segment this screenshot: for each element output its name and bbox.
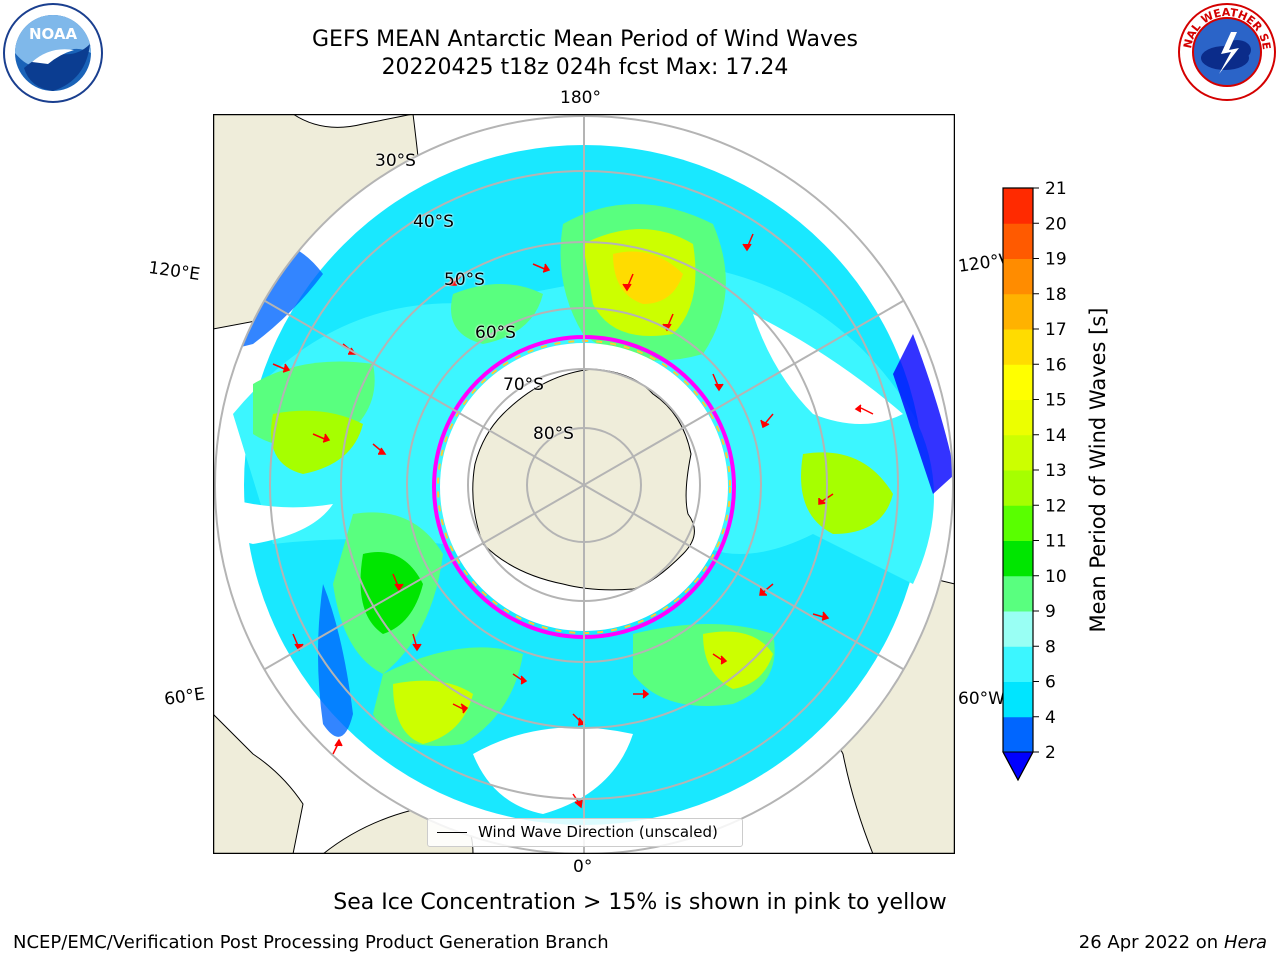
polar-map [213,114,955,854]
colorbar-band [1003,329,1033,365]
colorbar-band [1003,434,1033,471]
colorbar-tick-label: 11 [1045,532,1067,552]
colorbar-tick-label: 4 [1045,708,1056,728]
colorbar-tick-label: 20 [1045,214,1067,234]
colorbar-tick-label: 18 [1045,285,1067,305]
colorbar-tick-label: 8 [1045,637,1056,657]
colorbar-tick-label: 13 [1045,461,1067,481]
lat-label-60s: 60°S [475,323,516,343]
colorbar-band [1003,188,1033,224]
colorbar-tick-label: 2 [1045,743,1056,763]
colorbar-tick-label: 15 [1045,391,1067,411]
colorbar-band [1003,258,1033,295]
colorbar-frame [1002,187,1034,782]
map-legend: Wind Wave Direction (unscaled) [427,818,743,847]
colorbar: 2 4 6 8 9 10 11 12 13 14 15 16 17 18 19 20 21 [1002,180,1067,782]
lat-label-50s: 50°S [444,270,485,290]
colorbar-tick-label: 6 [1045,673,1056,693]
legend-label: Wind Wave Direction (unscaled) [478,823,718,841]
lat-label-30s: 30°S [375,151,416,171]
colorbar-band [1003,399,1033,436]
colorbar-tick-label: 21 [1045,180,1067,199]
colorbar-band [1003,293,1033,330]
colorbar-band [1003,611,1033,647]
lon-label-0: 0° [573,857,593,877]
footer-date: 26 Apr 2022 on Hera [1078,932,1267,953]
footer-host: Hera [1223,932,1267,953]
colorbar-band [1003,646,1033,682]
colorbar-band [1003,716,1033,753]
colorbar-tick-label: 16 [1045,355,1067,375]
nws-logo: NATIONAL WEATHER SERVICE [1177,2,1276,101]
colorbar-tick-label: 9 [1045,602,1056,622]
lon-label-180: 180° [560,88,601,108]
chart-subtitle: 20220425 t18z 024h fcst Max: 17.24 [381,55,789,80]
noaa-logo: NOAA [3,3,103,103]
colorbar-label: Mean Period of Wind Waves [s] [1086,307,1110,633]
colorbar-band [1003,505,1033,541]
colorbar-tick-label: 10 [1045,567,1067,587]
colorbar-tick-label: 14 [1045,426,1067,446]
wave-direction-arrows [272,233,874,809]
lon-label-60e: 60°E [163,684,207,710]
chart-title: GEFS MEAN Antarctic Mean Period of Wind … [312,27,858,52]
colorbar-tick-label: 12 [1045,496,1067,516]
colorbar-tick-label: 19 [1045,250,1067,270]
lat-label-70s: 70°S [503,375,544,395]
colorbar-bands [1002,187,1034,782]
noaa-logo-text: NOAA [29,25,78,43]
lon-label-60w: 60°W [958,689,1005,709]
legend-line-sample [437,832,467,833]
colorbar-band [1003,364,1033,400]
graticule [215,116,953,854]
colorbar-under-extension [1002,751,1034,782]
colorbar-ticks: 2 4 6 8 9 10 11 12 13 14 15 16 17 18 19 20 21 [1033,180,1067,763]
colorbar-band [1003,681,1033,718]
colorbar-band [1003,223,1033,259]
colorbar-band [1003,575,1033,612]
sea-ice-note: Sea Ice Concentration > 15% is shown in … [333,890,947,915]
colorbar-band [1003,470,1033,506]
colorbar-tick-label: 17 [1045,320,1067,340]
lat-label-80s: 80°S [533,424,574,444]
colorbar-band [1003,540,1033,577]
lon-label-120e: 120°E [147,258,202,286]
footer-credit: NCEP/EMC/Verification Post Processing Pr… [13,932,609,953]
lat-label-40s: 40°S [413,212,454,232]
